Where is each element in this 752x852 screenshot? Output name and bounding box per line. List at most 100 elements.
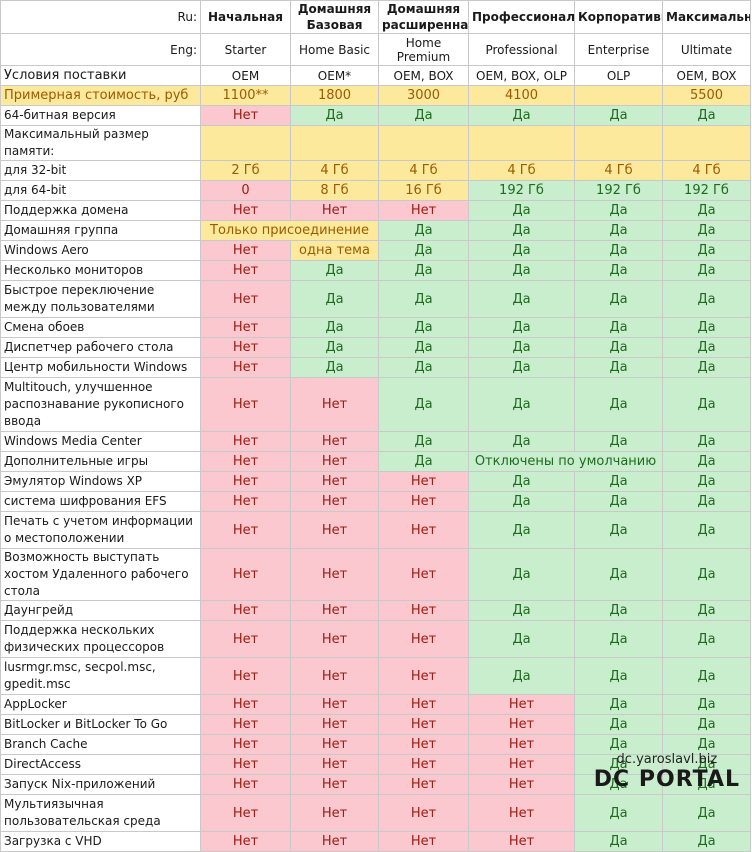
- value-cell: 5500: [663, 86, 751, 106]
- value-cell: Да: [379, 432, 469, 452]
- value-cell: Да: [663, 201, 751, 221]
- value-cell: 16 Гб: [379, 181, 469, 201]
- value-cell: Нет: [201, 358, 291, 378]
- value-cell: Да: [663, 472, 751, 492]
- value-cell: Нет: [291, 201, 379, 221]
- value-cell: 2 Гб: [201, 161, 291, 181]
- value-cell: Нет: [291, 492, 379, 512]
- value-cell: Нет: [291, 735, 379, 755]
- value-cell: Нет: [291, 755, 379, 775]
- value-cell: Нет: [469, 775, 575, 795]
- value-cell: Да: [469, 338, 575, 358]
- value-cell: Да: [469, 318, 575, 338]
- value-cell: Нет: [379, 512, 469, 549]
- feature-row: Печать с учетом информации о местоположе…: [1, 512, 751, 549]
- feature-label: Windows Aero: [1, 241, 201, 261]
- feature-label: Поддержка домена: [1, 201, 201, 221]
- header-row-eng: Eng: Starter Home Basic Home Premium Pro…: [1, 34, 751, 66]
- feature-label: BitLocker и BitLocker To Go: [1, 715, 201, 735]
- value-cell: Да: [575, 106, 663, 126]
- value-cell: Нет: [201, 492, 291, 512]
- edition-ru: Максимальная: [663, 1, 751, 34]
- value-cell: Да: [575, 318, 663, 338]
- value-cell: Нет: [291, 512, 379, 549]
- value-cell: OLP: [575, 66, 663, 86]
- value-cell: Да: [663, 378, 751, 432]
- edition-ru: Домашняя расширенная: [379, 1, 469, 34]
- value-cell: Да: [469, 512, 575, 549]
- edition-en: Enterprise: [575, 34, 663, 66]
- feature-label: Эмулятор Windows XP: [1, 472, 201, 492]
- value-cell: Да: [469, 492, 575, 512]
- value-cell: 4 Гб: [469, 161, 575, 181]
- value-cell: [575, 126, 663, 161]
- feature-label: Загрузка с VHD: [1, 832, 201, 852]
- value-cell: 4 Гб: [575, 161, 663, 181]
- value-cell: 192 Гб: [663, 181, 751, 201]
- edition-ru: Корпоративная: [575, 1, 663, 34]
- value-cell: Нет: [291, 621, 379, 658]
- value-cell: Да: [663, 715, 751, 735]
- feature-label: lusrmgr.msc, secpol.msc, gpedit.msc: [1, 658, 201, 695]
- value-cell: Нет: [291, 832, 379, 852]
- value-cell: OEM, BOX: [379, 66, 469, 86]
- value-cell: Да: [291, 338, 379, 358]
- value-cell: Отключены по умолчанию: [469, 452, 663, 472]
- edition-en: Home Premium: [379, 34, 469, 66]
- value-cell: Нет: [291, 795, 379, 832]
- value-cell: Да: [379, 358, 469, 378]
- feature-row: Быстрое переключение между пользователям…: [1, 281, 751, 318]
- value-cell: Да: [663, 358, 751, 378]
- value-cell: Да: [469, 221, 575, 241]
- feature-label: DirectAccess: [1, 755, 201, 775]
- value-cell: Нет: [379, 472, 469, 492]
- value-cell: Нет: [291, 472, 379, 492]
- watermark: dc.yaroslavl.biz DC PORTAL: [594, 752, 740, 792]
- value-cell: Да: [575, 358, 663, 378]
- value-cell: Нет: [201, 795, 291, 832]
- value-cell: Нет: [201, 755, 291, 775]
- feature-label: Дополнительные игры: [1, 452, 201, 472]
- feature-label: Поддержка нескольких физических процессо…: [1, 621, 201, 658]
- value-cell: OEM, BOX, OLP: [469, 66, 575, 86]
- value-cell: Нет: [379, 601, 469, 621]
- value-cell: Да: [469, 378, 575, 432]
- value-cell: Да: [663, 695, 751, 715]
- value-cell: [663, 126, 751, 161]
- value-cell: Нет: [201, 318, 291, 338]
- value-cell: Нет: [201, 601, 291, 621]
- value-cell: Да: [663, 338, 751, 358]
- value-cell: Нет: [201, 241, 291, 261]
- value-cell: Нет: [291, 378, 379, 432]
- value-cell: [469, 126, 575, 161]
- value-cell: Да: [575, 621, 663, 658]
- value-cell: 4 Гб: [379, 161, 469, 181]
- value-cell: Да: [663, 832, 751, 852]
- feature-label: Центр мобильности Windows: [1, 358, 201, 378]
- feature-label: AppLocker: [1, 695, 201, 715]
- value-cell: Нет: [291, 775, 379, 795]
- value-cell: Нет: [291, 549, 379, 601]
- edition-en: Professional: [469, 34, 575, 66]
- value-cell: Да: [575, 432, 663, 452]
- value-cell: Да: [469, 549, 575, 601]
- value-cell: Да: [575, 512, 663, 549]
- value-cell: 192 Гб: [469, 181, 575, 201]
- value-cell: Да: [663, 621, 751, 658]
- value-cell: Нет: [469, 755, 575, 775]
- watermark-url: dc.yaroslavl.biz: [594, 752, 740, 767]
- value-cell: Нет: [291, 601, 379, 621]
- value-cell: Да: [469, 281, 575, 318]
- value-cell: Нет: [201, 832, 291, 852]
- value-cell: Да: [575, 832, 663, 852]
